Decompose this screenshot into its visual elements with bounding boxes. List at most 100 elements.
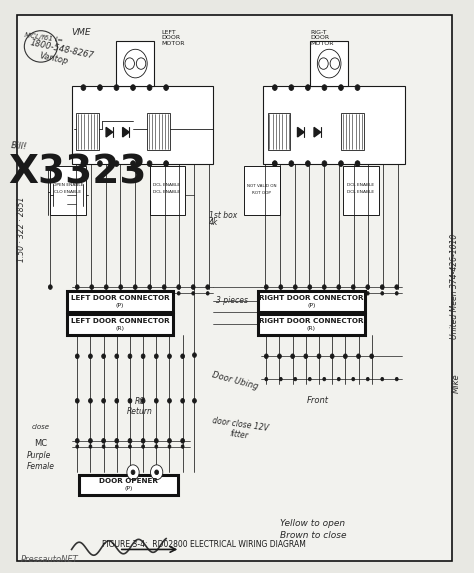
Circle shape (131, 85, 136, 91)
Text: (P): (P) (307, 303, 316, 308)
Circle shape (81, 85, 86, 91)
Circle shape (306, 85, 310, 91)
Bar (117, 41, 155, 87)
Circle shape (131, 161, 136, 167)
Text: DCL ENABLE: DCL ENABLE (154, 183, 181, 187)
Circle shape (306, 161, 310, 167)
Circle shape (163, 292, 165, 295)
Circle shape (147, 161, 152, 167)
Polygon shape (106, 127, 113, 137)
Circle shape (164, 161, 168, 167)
Text: PressautoNET: PressautoNET (20, 555, 78, 564)
Text: VME: VME (72, 28, 91, 37)
Circle shape (318, 49, 341, 78)
Text: 4k: 4k (209, 218, 218, 227)
Text: MC: MC (34, 439, 47, 448)
Circle shape (192, 353, 196, 358)
Circle shape (89, 438, 92, 443)
Text: LEFT DOOR CONNECTOR: LEFT DOOR CONNECTOR (71, 318, 169, 324)
Circle shape (48, 285, 52, 289)
Circle shape (148, 292, 151, 295)
Text: RO
Return: RO Return (127, 397, 153, 416)
Circle shape (125, 58, 135, 69)
Circle shape (322, 285, 326, 289)
Circle shape (309, 292, 311, 295)
Circle shape (89, 445, 92, 448)
Circle shape (380, 285, 384, 289)
Circle shape (119, 292, 122, 295)
Circle shape (294, 378, 297, 381)
Text: Bill!: Bill! (10, 142, 27, 152)
Text: Purple
Female: Purple Female (27, 451, 55, 470)
Circle shape (168, 354, 172, 359)
Circle shape (155, 354, 158, 359)
Bar (72, 87, 213, 164)
Text: ROT OOP: ROT OOP (252, 191, 271, 195)
Circle shape (289, 161, 294, 167)
Bar (67, 291, 173, 312)
Circle shape (89, 354, 92, 359)
Circle shape (181, 354, 184, 359)
Bar (263, 87, 405, 164)
Text: Brown to close: Brown to close (280, 531, 346, 540)
Text: (R): (R) (116, 326, 125, 331)
Circle shape (293, 285, 297, 289)
Text: DOOR OPENER: DOOR OPENER (99, 478, 158, 484)
Circle shape (128, 438, 132, 443)
Circle shape (319, 58, 328, 69)
Bar (244, 167, 280, 215)
Circle shape (381, 378, 383, 381)
Circle shape (75, 438, 79, 443)
Circle shape (323, 292, 326, 295)
Circle shape (137, 58, 146, 69)
Circle shape (395, 292, 398, 295)
Text: OPEN ENABLE: OPEN ENABLE (53, 183, 83, 187)
Circle shape (98, 85, 102, 91)
Circle shape (206, 292, 209, 295)
Text: DCL ENABLE: DCL ENABLE (347, 183, 374, 187)
Circle shape (366, 285, 370, 289)
Text: Door Ubing: Door Ubing (210, 370, 259, 391)
Circle shape (75, 354, 79, 359)
Circle shape (82, 162, 85, 166)
Circle shape (177, 292, 180, 295)
Circle shape (330, 354, 334, 359)
Polygon shape (314, 127, 320, 137)
Circle shape (75, 285, 79, 289)
Polygon shape (123, 127, 129, 137)
Bar (258, 291, 365, 312)
Circle shape (370, 354, 374, 359)
Circle shape (273, 85, 277, 91)
Text: RIGHT DOOR CONNECTOR: RIGHT DOOR CONNECTOR (259, 318, 364, 324)
Text: (P): (P) (124, 486, 133, 492)
Circle shape (155, 470, 158, 474)
Bar (76, 113, 99, 151)
Circle shape (151, 465, 163, 480)
Circle shape (75, 399, 79, 403)
Circle shape (273, 162, 277, 166)
Circle shape (102, 445, 105, 448)
Text: LEFT
DOOR
MOTOR: LEFT DOOR MOTOR (161, 30, 185, 46)
Circle shape (81, 161, 86, 167)
Circle shape (128, 399, 132, 403)
Bar (343, 167, 379, 215)
Circle shape (89, 399, 92, 403)
Circle shape (98, 161, 102, 167)
Bar (79, 474, 178, 495)
Circle shape (141, 438, 145, 443)
Text: Yellow to open: Yellow to open (280, 519, 345, 528)
Circle shape (273, 161, 277, 167)
Text: NOT VALID ON: NOT VALID ON (247, 185, 276, 189)
Circle shape (147, 85, 152, 91)
Text: Mike: Mike (452, 374, 461, 394)
Circle shape (177, 285, 181, 289)
Circle shape (352, 378, 355, 381)
Circle shape (304, 354, 308, 359)
Circle shape (278, 354, 282, 359)
Circle shape (155, 399, 158, 403)
Circle shape (192, 292, 195, 295)
Circle shape (105, 292, 108, 295)
Circle shape (168, 445, 171, 448)
Circle shape (131, 470, 135, 474)
Circle shape (279, 285, 283, 289)
